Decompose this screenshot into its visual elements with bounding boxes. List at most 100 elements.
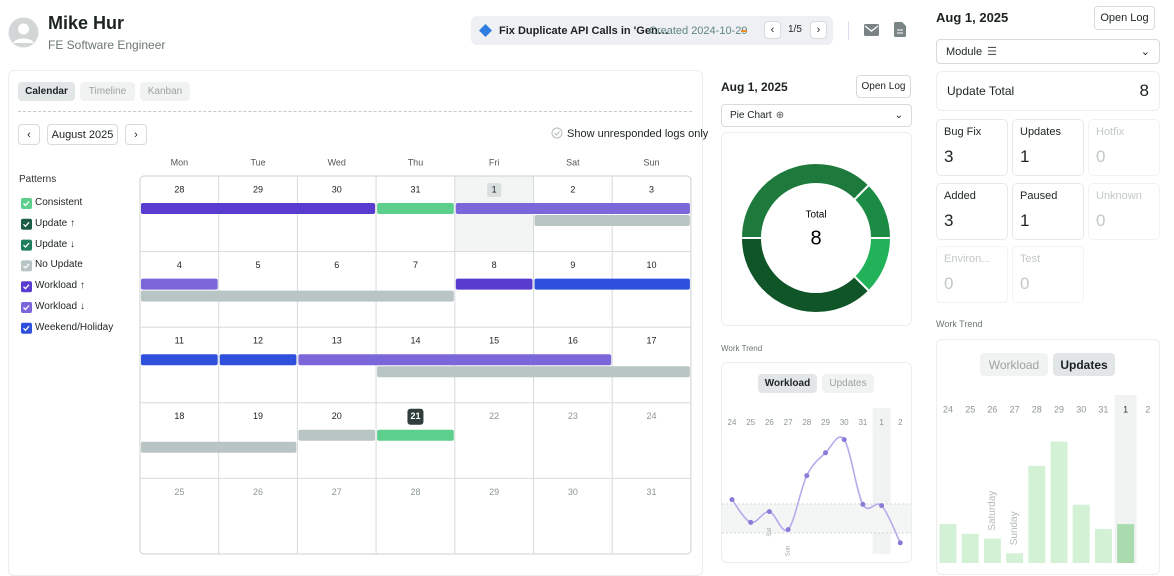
day-number: 5 (256, 260, 261, 270)
chart-tab[interactable]: Workload (758, 374, 817, 393)
stat-value: 0 (1096, 210, 1106, 230)
day-number: 8 (492, 260, 497, 270)
log-bar (455, 203, 690, 214)
highlight-column (1114, 395, 1137, 563)
donut-label: Total (805, 210, 826, 221)
module-select[interactable]: Module ☰ ⌄ (936, 39, 1160, 64)
reference-band (722, 504, 911, 533)
day-number: 22 (489, 411, 499, 421)
stat-card (1012, 246, 1084, 303)
patterns-title: Patterns (19, 174, 57, 185)
stat-label: Environ... (944, 253, 991, 265)
donut-segment (739, 237, 871, 314)
chart-select[interactable]: Pie Chart ⊕ ⌄ (721, 104, 912, 127)
log-bar (141, 278, 218, 290)
stat-value: 0 (1096, 147, 1106, 166)
open-log[interactable]: Open Log (856, 75, 911, 98)
day-number: 16 (568, 336, 578, 346)
day-number: 20 (332, 411, 342, 421)
total-label: Update Total (947, 84, 1015, 98)
day-number: 12 (253, 336, 263, 346)
stat-card (936, 119, 1008, 176)
log-bar (298, 429, 376, 441)
day-number: 28 (174, 184, 184, 194)
month-label[interactable]: August 2025 (47, 124, 118, 145)
user-role: FE Software Engineer (48, 38, 166, 52)
log-bar (455, 278, 533, 290)
day-number: 21 (410, 411, 420, 421)
stat-label: Paused (1020, 189, 1058, 202)
log-bar (141, 290, 454, 302)
stat-card (936, 246, 1008, 303)
day-number: 30 (568, 487, 578, 497)
view-tab[interactable]: Kanban (140, 82, 190, 101)
day-number: 3 (649, 184, 654, 194)
day-number: 30 (332, 184, 342, 194)
user-name: Mike Hur (48, 13, 125, 33)
next-month[interactable]: › (125, 124, 147, 145)
day-number: 23 (568, 411, 578, 421)
chart-tab[interactable]: Updates (822, 374, 874, 393)
filter-label: Show unresponded logs only (567, 128, 709, 140)
x-tick-label: 27 (1010, 404, 1020, 414)
day-number: 29 (253, 184, 263, 194)
x-tick-label: 24 (943, 404, 953, 414)
check (23, 242, 30, 249)
annotation: Sun (786, 546, 792, 557)
bar-card (936, 339, 1160, 575)
module-icon: ☰ (987, 46, 997, 58)
day-number: 24 (647, 411, 657, 421)
prev-month[interactable]: ‹ (18, 124, 40, 145)
bar (939, 524, 957, 563)
x-tick-label: 28 (1032, 404, 1042, 414)
trend-point (823, 450, 828, 456)
bar (983, 538, 1001, 563)
chart-tab[interactable]: Updates (1053, 353, 1115, 376)
trend-point (748, 519, 754, 525)
bar (1050, 441, 1068, 563)
next-ticket[interactable]: › (810, 21, 827, 39)
chart-tab[interactable]: Workload (980, 353, 1048, 376)
filter-checkbox[interactable] (551, 127, 563, 139)
stat-label: Test (1020, 253, 1041, 265)
chevron: ⌄ (894, 110, 903, 121)
doc-icon[interactable] (894, 22, 906, 37)
donut-segment (739, 162, 871, 239)
trend-point (766, 509, 772, 515)
view-tab[interactable]: Timeline (80, 82, 135, 101)
day-number: 18 (174, 411, 184, 421)
avatar (8, 17, 39, 48)
day-number: 31 (647, 487, 657, 497)
open-log[interactable]: Open Log (1094, 6, 1155, 30)
separator (18, 111, 692, 112)
prev-ticket[interactable]: ‹ (764, 21, 781, 39)
ticket-title: Fix Duplicate API Calls in 'Gen… (499, 25, 669, 37)
stat-value: 3 (944, 210, 954, 230)
pattern-label: Workload ↓ (35, 301, 85, 312)
trend-point (841, 437, 847, 443)
line-card (721, 362, 912, 563)
divider (848, 21, 849, 40)
day-badge (487, 183, 502, 197)
globe-icon: ⊕ (775, 110, 785, 121)
grid-frame (139, 175, 692, 555)
day-number: 25 (174, 487, 184, 497)
day-number: 11 (175, 336, 184, 346)
donut-card (721, 132, 912, 326)
donut-segment (852, 183, 893, 239)
mail-icon[interactable] (864, 24, 879, 36)
x-tick-label: 31 (1098, 404, 1108, 414)
trend-point (879, 503, 885, 509)
stat-value: 0 (1020, 274, 1030, 293)
status-dash (741, 30, 747, 32)
trend-point (897, 540, 903, 546)
day-number: 9 (570, 260, 575, 270)
stat-card (1088, 119, 1160, 176)
weekday: Fri (489, 157, 500, 167)
select-text: Module (946, 45, 983, 58)
day-number: 17 (647, 336, 657, 346)
weekday: Sun (644, 157, 660, 167)
view-tab[interactable]: Calendar (18, 82, 75, 101)
trend-point (860, 501, 866, 507)
